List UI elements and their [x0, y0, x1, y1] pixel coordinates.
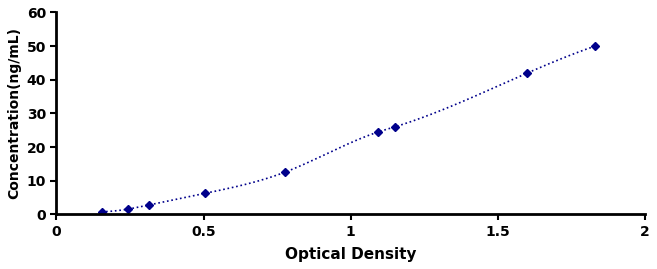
X-axis label: Optical Density: Optical Density	[285, 247, 417, 262]
Y-axis label: Concentration(ng/mL): Concentration(ng/mL)	[7, 27, 21, 199]
